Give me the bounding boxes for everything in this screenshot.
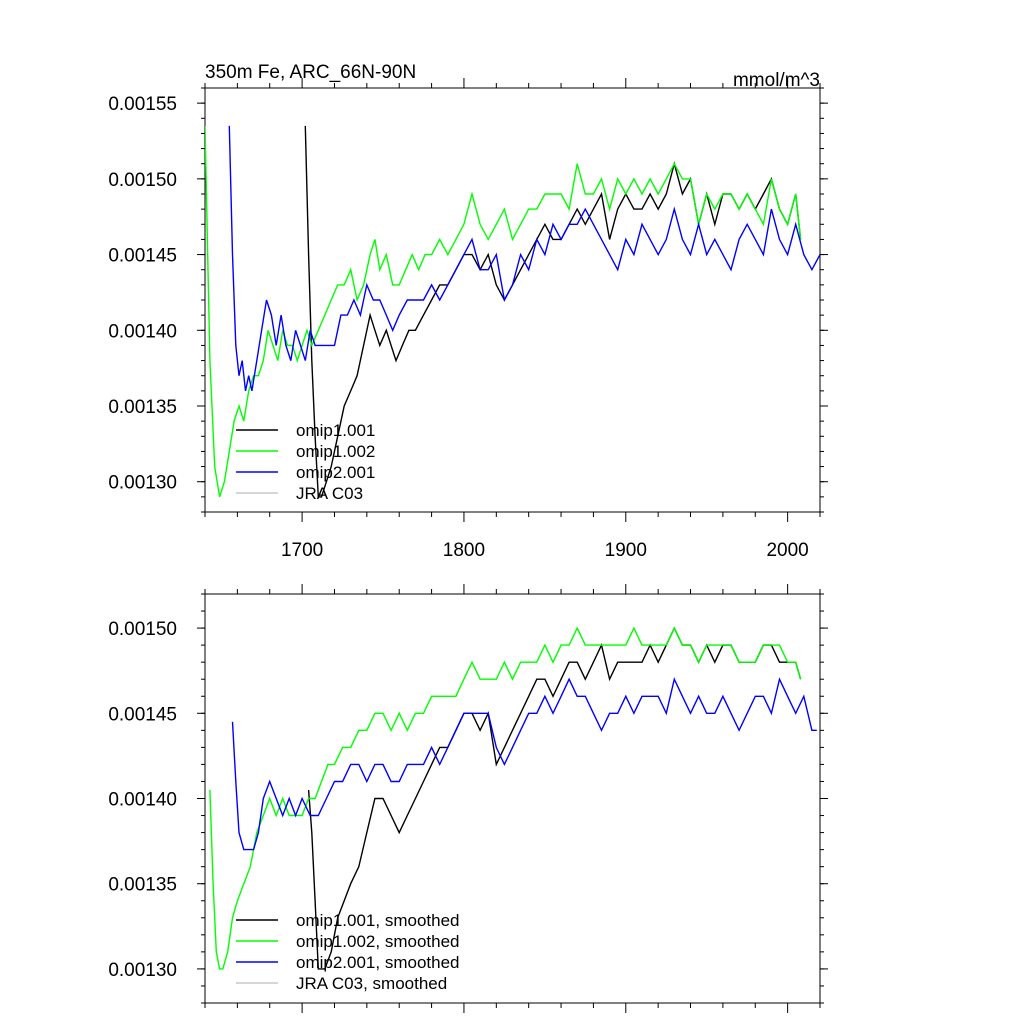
- y-tick-label: 0.00130: [108, 960, 177, 981]
- series-line-2: [209, 626, 802, 970]
- legend-label: omip1.002: [296, 442, 375, 461]
- y-tick-label: 0.00150: [108, 170, 177, 191]
- legend-label: omip1.001, smoothed: [296, 911, 460, 930]
- units-label: mmol/m^3: [733, 70, 820, 91]
- legend-label: omip1.002, smoothed: [296, 932, 460, 951]
- legend-label: omip2.001, smoothed: [296, 953, 460, 972]
- y-tick-label: 0.00145: [108, 246, 177, 267]
- y-tick-label: 0.00135: [108, 875, 177, 896]
- x-tick-label: 1700: [281, 540, 323, 561]
- series-line-3: [231, 677, 817, 851]
- series-line-1: [307, 626, 802, 970]
- x-tick-label: 1900: [605, 540, 647, 561]
- chart-panel-2: 0.00130 0.00135 0.00140 0.00145 0.00150 omip1…: [108, 584, 828, 1013]
- series-line-2: [205, 125, 802, 498]
- y-tick-label: 0.00140: [108, 790, 177, 811]
- y-tick-label: 0.00155: [108, 94, 177, 115]
- y-tick-label: 0.00135: [108, 397, 177, 418]
- x-tick-label: 1800: [443, 540, 485, 561]
- x-tick-label: 2000: [766, 540, 808, 561]
- y-tick-label: 0.00130: [108, 473, 177, 494]
- chart-title: 350m Fe, ARC_66N-90N: [205, 62, 416, 83]
- series-line-1: [304, 125, 802, 498]
- legend-label: JRA C03, smoothed: [296, 974, 447, 993]
- y-tick-label: 0.00150: [108, 619, 177, 640]
- legend-label: omip2.001: [296, 463, 375, 482]
- series-line-3: [228, 125, 820, 392]
- legend-label: omip1.001: [296, 421, 375, 440]
- legend-label: JRA C03: [296, 484, 363, 503]
- y-tick-label: 0.00145: [108, 704, 177, 725]
- y-tick-label: 0.00140: [108, 321, 177, 342]
- chart-panel-1: 0.00130 0.00135 0.00140 0.00145 0.00150 0.001…: [108, 62, 828, 561]
